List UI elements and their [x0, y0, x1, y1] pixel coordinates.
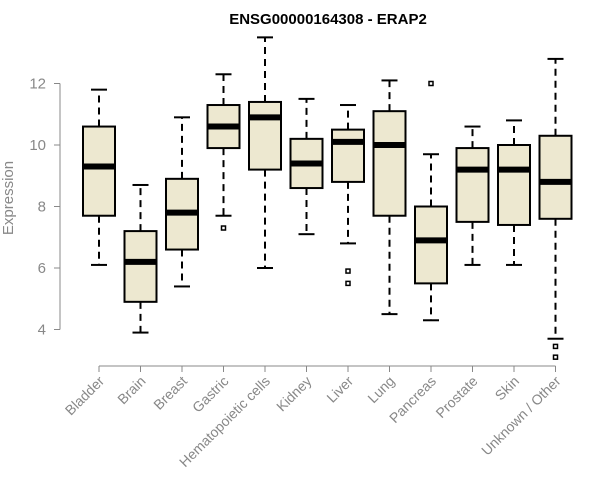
outlier-point — [345, 280, 351, 287]
iqr-box — [497, 144, 531, 226]
y-tick-label: 6 — [38, 260, 46, 277]
y-tick-label: 8 — [38, 199, 46, 216]
box-hematopoietic-cells — [248, 36, 282, 269]
box-brain — [123, 183, 158, 334]
outlier-point — [345, 268, 351, 274]
iqr-box — [123, 230, 158, 303]
box-kidney — [289, 97, 324, 236]
x-category-label: Liver — [323, 373, 356, 406]
x-category-label: Skin — [492, 373, 523, 404]
outlier-point — [552, 343, 559, 350]
iqr-box — [455, 147, 490, 223]
y-tick-label: 4 — [38, 322, 46, 339]
box-bladder — [82, 88, 116, 266]
box-liver — [331, 104, 365, 287]
iqr-box — [331, 128, 365, 183]
box-lung — [372, 79, 407, 316]
x-category-label: Kidney — [273, 373, 315, 415]
iqr-box — [414, 205, 448, 285]
box-unknown-other — [538, 57, 573, 360]
box-skin — [497, 119, 531, 266]
x-category-label: Prostate — [432, 373, 480, 421]
y-tick-label: 12 — [29, 76, 46, 93]
iqr-box — [82, 125, 116, 217]
outlier-point — [428, 80, 434, 87]
y-tick-label: 10 — [29, 137, 46, 154]
outlier-point — [220, 225, 227, 231]
outlier-point — [552, 354, 559, 360]
box-prostate — [455, 125, 490, 266]
box-breast — [165, 116, 199, 288]
y-axis-label: Expression — [0, 161, 17, 235]
x-category-label: Brain — [114, 373, 148, 407]
x-category-label: Bladder — [62, 373, 108, 419]
iqr-box — [372, 110, 407, 217]
x-category-label: Unknown / Other — [478, 373, 564, 459]
x-category-label: Lung — [364, 373, 397, 406]
x-category-label: Breast — [150, 373, 190, 413]
box-pancreas — [414, 80, 448, 322]
y-axis: 4 6 8 10 12 — [29, 76, 61, 339]
iqr-box — [538, 134, 573, 220]
chart-title: ENSG00000164308 - ERAP2 — [229, 11, 427, 28]
iqr-box — [248, 100, 282, 171]
boxes-group — [82, 36, 573, 360]
box-gastric — [206, 73, 241, 231]
